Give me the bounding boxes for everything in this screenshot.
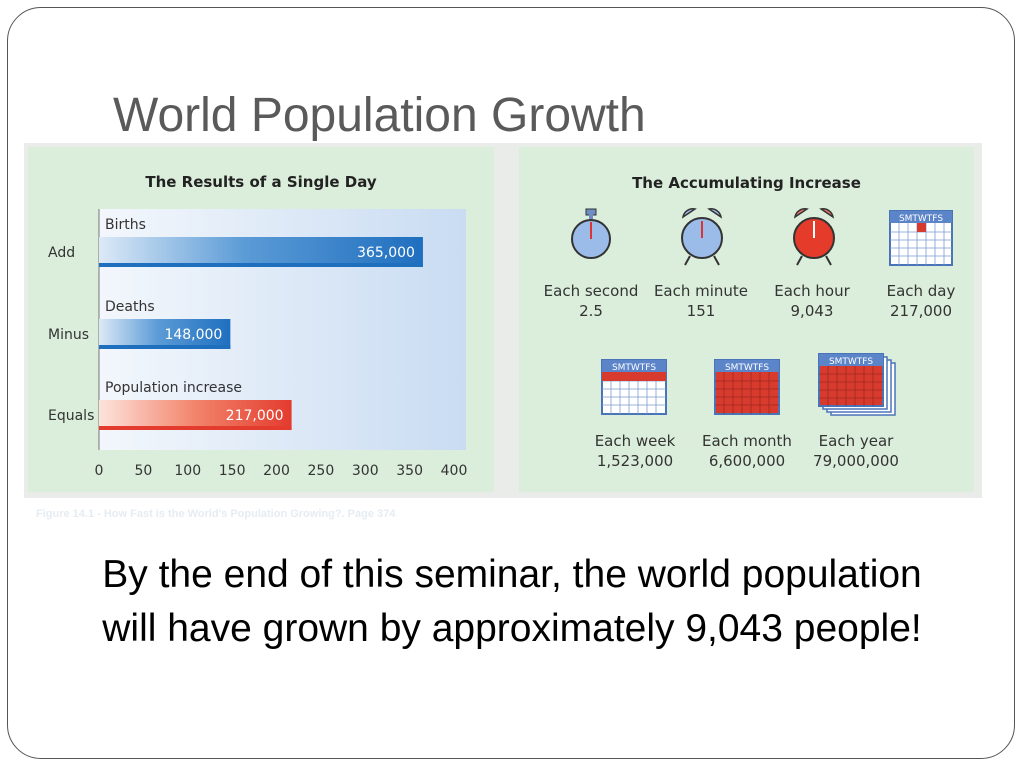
calendar-month-header: SMTWTFS: [725, 363, 769, 373]
rate-label: Each year: [818, 432, 894, 450]
rate-value: 217,000: [889, 302, 953, 320]
bar-edge: [99, 345, 231, 349]
accumulating-increase-panel: The Accumulating Increase SMTWTFS: [519, 147, 974, 492]
calendar-month-icon: SMTWTFS: [714, 359, 780, 415]
rate-each-day: Each day 217,000: [861, 281, 981, 321]
rate-label: Each second: [543, 282, 639, 300]
calendar-year-header: SMTWTFS: [829, 357, 873, 367]
row-label: Add: [48, 245, 75, 261]
x-tick-label: 200: [263, 463, 290, 479]
x-tick-label: 250: [308, 463, 335, 479]
row-label: Equals: [48, 408, 94, 424]
rate-label: Each minute: [653, 282, 749, 300]
bar-data-label: 217,000: [226, 408, 284, 424]
calendar-day-icon: SMTWTFS: [889, 210, 953, 266]
bar-data-label: 365,000: [357, 245, 415, 261]
figure-caption: Figure 14.1 - How Fast is the World's Po…: [36, 508, 396, 520]
rate-label: Each week: [594, 432, 676, 450]
bar-category-label: Births: [105, 217, 146, 233]
single-day-bar-chart: Births 365,000 Add Deaths 148,000 Minus Popula…: [48, 209, 468, 479]
row-label: Minus: [48, 327, 89, 343]
rate-value: 79,000,000: [813, 452, 899, 470]
rate-value: 6,600,000: [708, 452, 786, 470]
x-tick-label: 300: [352, 463, 379, 479]
rate-each-month: Each month 6,600,000: [687, 431, 807, 471]
rate-each-year: Each year 79,000,000: [796, 431, 916, 471]
alarm-clock-red-icon: [793, 208, 835, 266]
slide-title: World Population Growth: [113, 89, 646, 142]
bar-category-label: Deaths: [105, 299, 155, 315]
calendar-day-header: SMTWTFS: [899, 214, 943, 224]
slide-frame: [7, 7, 1015, 759]
bar: [99, 400, 292, 430]
bar-category-label: Population increase: [105, 380, 242, 396]
x-tick-label: 400: [441, 463, 468, 479]
rate-value: 1,523,000: [596, 452, 674, 470]
bar: [99, 237, 423, 267]
single-day-chart-panel: The Results of a Single Day Births 365,00…: [28, 147, 494, 492]
rate-each-week: Each week 1,523,000: [575, 431, 695, 471]
single-day-chart-title: The Results of a Single Day: [145, 173, 377, 191]
body-text: By the end of this seminar, the world po…: [102, 553, 922, 650]
x-tick-label: 0: [95, 463, 104, 479]
x-tick-label: 100: [174, 463, 201, 479]
rate-label: Each hour: [774, 282, 850, 300]
accumulating-increase-title: The Accumulating Increase: [632, 174, 861, 192]
x-tick-label: 150: [219, 463, 246, 479]
calendar-year-stack-icon: SMTWTFS: [818, 353, 896, 416]
rate-value: 2.5: [579, 302, 603, 320]
calendar-week-header: SMTWTFS: [612, 363, 656, 373]
rate-label: Each month: [702, 432, 792, 450]
calendar-week-icon: SMTWTFS: [601, 359, 667, 415]
stopwatch-blue-icon: [571, 208, 611, 259]
x-tick-label: 50: [134, 463, 152, 479]
rate-value: 9,043: [790, 302, 834, 320]
bar-data-label: 148,000: [164, 327, 222, 343]
rate-each-minute: Each minute 151: [641, 281, 761, 321]
rate-each-second: Each second 2.5: [531, 281, 651, 321]
bar-edge: [99, 263, 423, 267]
alarm-clock-blue-icon: [681, 208, 723, 266]
bar: [99, 319, 231, 349]
rate-value: 151: [686, 302, 716, 320]
bar-edge: [99, 426, 292, 430]
x-tick-label: 350: [396, 463, 423, 479]
rate-label: Each day: [886, 282, 956, 300]
rate-each-hour: Each hour 9,043: [752, 281, 872, 321]
